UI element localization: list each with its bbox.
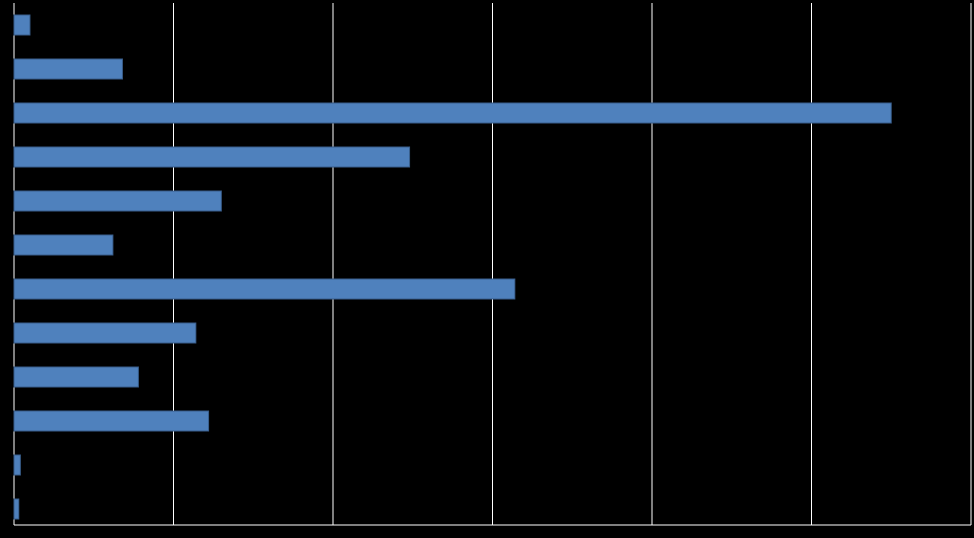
bar [14,59,122,79]
bar [14,147,410,167]
bar [14,103,891,123]
bar [14,279,515,299]
bar [14,455,20,475]
bar-chart [0,0,974,538]
bar [14,411,209,431]
chart-svg [0,0,974,538]
bar [14,191,221,211]
bar [14,367,138,387]
bar [14,15,30,35]
bar [14,323,196,343]
bar [14,235,113,255]
bar [14,499,19,519]
